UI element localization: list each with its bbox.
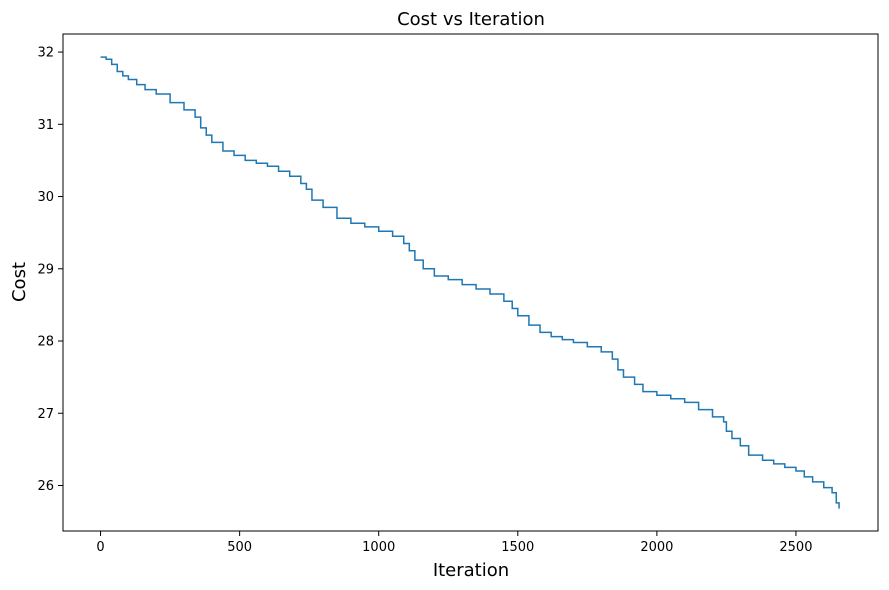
x-tick-label: 2500 [779,540,812,555]
y-tick-label: 28 [37,335,54,350]
y-tick-label: 27 [37,407,54,422]
x-tick-label: 2000 [640,540,673,555]
cost-line [100,56,840,509]
chart-title: Cost vs Iteration [397,9,545,30]
x-tick-label: 1500 [501,540,534,555]
x-tick-label: 0 [96,540,104,555]
x-tick-label: 1000 [362,540,395,555]
x-axis: 0 500 1000 1500 2000 2500 [96,531,812,555]
x-axis-label: Iteration [433,560,509,581]
y-axis: 26 27 28 29 30 31 32 [37,46,63,494]
y-axis-label: Cost [9,262,30,302]
y-tick-label: 29 [37,262,54,277]
plot-area [62,33,879,532]
y-tick-label: 30 [37,190,54,205]
y-tick-label: 31 [37,118,54,133]
y-tick-label: 32 [37,46,54,61]
x-tick-label: 500 [227,540,252,555]
y-tick-label: 26 [37,479,54,494]
